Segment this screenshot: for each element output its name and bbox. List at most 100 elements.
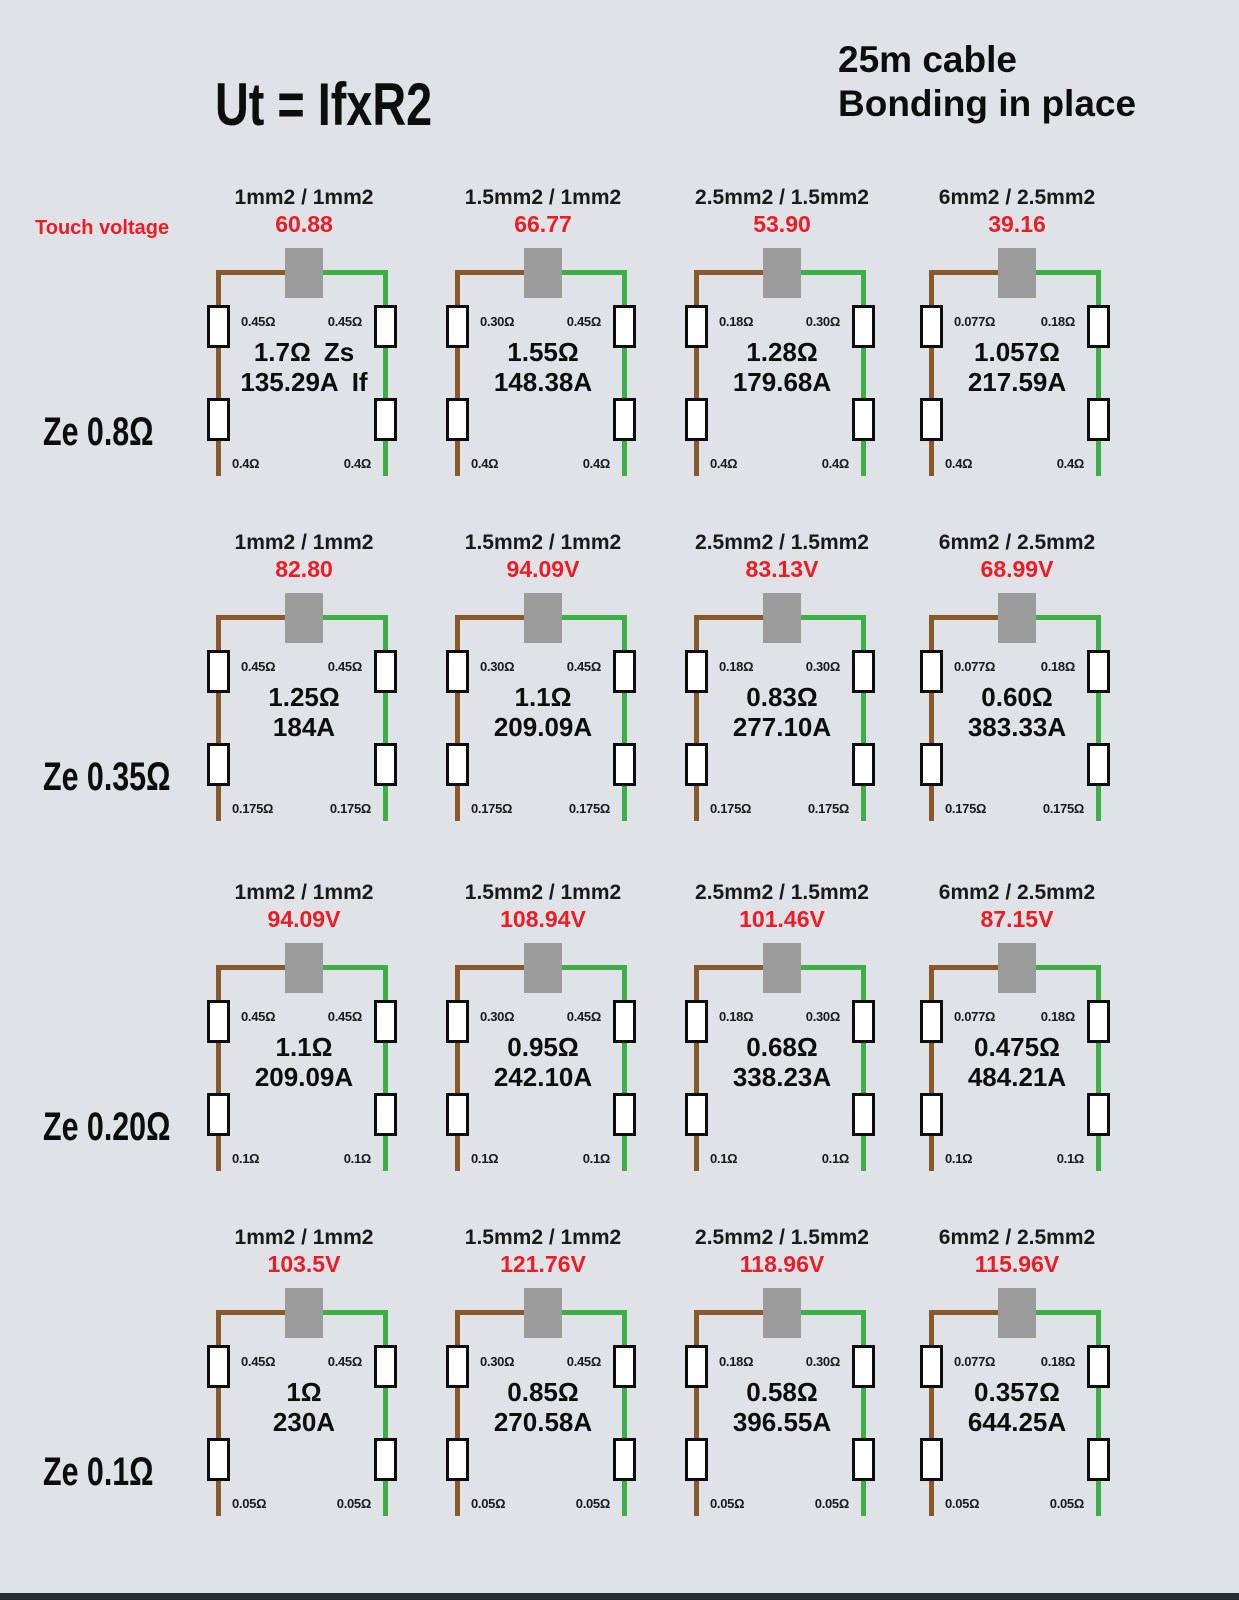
resistor-right-lower	[852, 1438, 875, 1481]
resistor-left-lower-label: 0.175Ω	[945, 801, 987, 816]
fault-current-value: 184A	[272, 712, 336, 742]
resistor-left-upper	[685, 1000, 708, 1043]
cpc-wire-top	[1034, 615, 1101, 620]
junction-box	[763, 248, 801, 298]
cable-size-header: 1mm2 / 1mm2	[234, 531, 374, 554]
line-conductor-wire-left	[694, 1310, 699, 1516]
circuit-cell: 1.5mm2 / 1mm2 108.94V 0.30Ω 0.45Ω 0.95Ω …	[423, 881, 663, 1181]
touch-voltage-value: 94.09V	[506, 556, 580, 582]
cpc-wire-top	[1034, 965, 1101, 970]
line-conductor-wire-left	[929, 270, 934, 476]
line-conductor-wire-left	[216, 615, 221, 821]
resistor-right-upper-label: 0.30Ω	[805, 314, 841, 329]
zs-value: 0.95Ω	[507, 1032, 579, 1062]
touch-voltage-value: 115.96V	[974, 1251, 1060, 1277]
resistor-right-lower-label: 0.1Ω	[582, 1151, 611, 1166]
cable-size-header: 1mm2 / 1mm2	[234, 881, 374, 904]
fault-current-value: 148.38A	[493, 367, 593, 397]
loop-impedance-line: 0.357Ω	[897, 1377, 1137, 1408]
cpc-wire-right	[383, 1310, 388, 1516]
ze-row-label-3: Ze 0.20Ω	[43, 1105, 171, 1149]
touch-voltage-label: Touch voltage	[35, 217, 170, 239]
resistor-left-lower	[920, 1438, 943, 1481]
circuit-cell: 6mm2 / 2.5mm2 87.15V 0.077Ω 0.18Ω 0.475Ω…	[897, 881, 1137, 1181]
cpc-wire-top	[321, 965, 388, 970]
line-conductor-wire-top	[216, 270, 287, 275]
cable-size-header: 2.5mm2 / 1.5mm2	[695, 1226, 869, 1249]
line-conductor-wire-top	[216, 1310, 287, 1315]
resistor-right-upper	[374, 1000, 397, 1043]
line-conductor-wire-top	[455, 1310, 526, 1315]
circuit-cell: 2.5mm2 / 1.5mm2 83.13V 0.18Ω 0.30Ω 0.83Ω…	[662, 531, 902, 831]
line-conductor-wire-top	[216, 615, 287, 620]
resistor-left-lower	[920, 743, 943, 786]
line-conductor-wire-left	[455, 270, 460, 476]
cpc-wire-top	[560, 270, 627, 275]
resistor-left-upper	[920, 1345, 943, 1388]
junction-box	[998, 1288, 1036, 1338]
touch-voltage-value: 118.96V	[739, 1251, 825, 1277]
fault-current-line: 217.59A	[897, 367, 1137, 398]
resistor-right-upper-label: 0.45Ω	[327, 1009, 363, 1024]
zs-value: 1.1Ω	[514, 682, 572, 712]
zs-value: 0.83Ω	[746, 682, 818, 712]
junction-box	[524, 1288, 562, 1338]
resistor-right-upper-label: 0.18Ω	[1040, 314, 1076, 329]
cpc-wire-top	[799, 1310, 866, 1315]
fault-current-value: 644.25A	[967, 1407, 1067, 1437]
cpc-wire-right	[861, 1310, 866, 1516]
resistor-right-upper-label: 0.45Ω	[566, 314, 602, 329]
resistor-left-lower	[446, 398, 469, 441]
resistor-left-upper-label: 0.18Ω	[719, 1354, 754, 1369]
resistor-right-lower-label: 0.4Ω	[343, 456, 372, 471]
resistor-right-upper	[613, 1345, 636, 1388]
cpc-wire-top	[1034, 270, 1101, 275]
resistor-right-lower-label: 0.4Ω	[1056, 456, 1085, 471]
resistor-right-lower-label: 0.4Ω	[582, 456, 611, 471]
resistor-right-lower-label: 0.05Ω	[575, 1496, 611, 1511]
cpc-wire-top	[799, 615, 866, 620]
loop-impedance-line: 0.68Ω	[662, 1032, 902, 1063]
zs-suffix: Zs	[323, 337, 355, 367]
loop-impedance-line: 1.25Ω	[184, 682, 424, 713]
junction-box	[763, 943, 801, 993]
resistor-left-lower	[685, 1093, 708, 1136]
resistor-right-upper-label: 0.30Ω	[805, 659, 841, 674]
fault-current-line: 383.33A	[897, 712, 1137, 743]
resistor-left-upper-label: 0.077Ω	[954, 659, 996, 674]
resistor-left-upper	[920, 305, 943, 348]
resistor-right-upper	[374, 650, 397, 693]
loop-impedance-line: 1.28Ω	[662, 337, 902, 368]
circuit-cell: 6mm2 / 2.5mm2 115.96V 0.077Ω 0.18Ω 0.357…	[897, 1226, 1137, 1526]
resistor-right-upper	[374, 305, 397, 348]
fault-current-value: 179.68A	[732, 367, 832, 397]
resistor-left-lower-label: 0.1Ω	[945, 1151, 973, 1166]
loop-impedance-line: 0.60Ω	[897, 682, 1137, 713]
loop-impedance-line: 0.85Ω	[423, 1377, 663, 1408]
touch-voltage-value: 68.99V	[980, 556, 1054, 582]
fault-current-value: 277.10A	[732, 712, 832, 742]
fault-current-line: 484.21A	[897, 1062, 1137, 1093]
resistor-right-upper	[1087, 305, 1110, 348]
loop-impedance-line: 1.55Ω	[423, 337, 663, 368]
junction-box	[763, 593, 801, 643]
zs-value: 0.60Ω	[981, 682, 1053, 712]
cpc-wire-top	[321, 270, 388, 275]
resistor-left-lower-label: 0.05Ω	[945, 1496, 980, 1511]
touch-voltage-value: 103.5V	[267, 1251, 341, 1277]
resistor-left-lower	[446, 743, 469, 786]
cpc-wire-top	[560, 615, 627, 620]
resistor-right-upper	[852, 1345, 875, 1388]
resistor-left-lower	[207, 743, 230, 786]
circuit-cell: 6mm2 / 2.5mm2 68.99V 0.077Ω 0.18Ω 0.60Ω …	[897, 531, 1137, 831]
resistor-left-upper	[920, 650, 943, 693]
cpc-wire-right	[622, 965, 627, 1171]
junction-box	[524, 943, 562, 993]
line-conductor-wire-left	[455, 615, 460, 821]
circuit-cell: 1mm2 / 1mm2 60.88 0.45Ω 0.45Ω 1.7Ω Zs 135…	[184, 186, 424, 486]
resistor-left-upper	[920, 1000, 943, 1043]
resistor-left-lower	[207, 398, 230, 441]
resistor-left-lower-label: 0.05Ω	[232, 1496, 267, 1511]
resistor-left-upper	[685, 1345, 708, 1388]
resistor-right-lower-label: 0.05Ω	[814, 1496, 850, 1511]
